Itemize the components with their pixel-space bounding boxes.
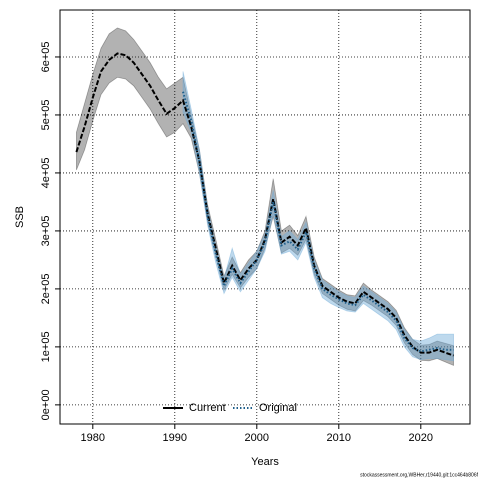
y-tick-label: 6e+05 (40, 42, 52, 73)
legend-label: Original (259, 402, 297, 414)
x-tick-label: 2000 (245, 432, 269, 444)
x-tick-label: 1980 (81, 432, 105, 444)
confidence-band (182, 71, 454, 362)
y-tick-label: 2e+05 (40, 273, 52, 304)
x-tick-label: 2010 (327, 432, 351, 444)
x-tick-label: 2020 (409, 432, 433, 444)
y-tick-label: 5e+05 (40, 99, 52, 130)
y-tick-label: 3e+05 (40, 215, 52, 246)
series-line (182, 91, 454, 353)
x-tick-label: 1990 (163, 432, 187, 444)
plot-frame (59, 9, 471, 425)
legend-label: Current (189, 402, 226, 414)
y-tick-label: 1e+05 (40, 331, 52, 362)
footer: stockassessment.org,WBHer,r19440,git:1cc… (360, 472, 478, 478)
y-tick-label: 0e+00 (40, 389, 52, 420)
confidence-band (76, 27, 454, 367)
x-axis-label: Years (251, 456, 279, 468)
series-line (75, 52, 454, 357)
y-axis-label: SSB (14, 206, 26, 228)
y-tick-label: 4e+05 (40, 157, 52, 188)
